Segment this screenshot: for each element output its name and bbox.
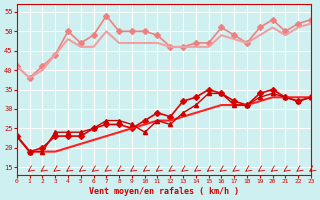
X-axis label: Vent moyen/en rafales ( km/h ): Vent moyen/en rafales ( km/h ) xyxy=(89,187,239,196)
